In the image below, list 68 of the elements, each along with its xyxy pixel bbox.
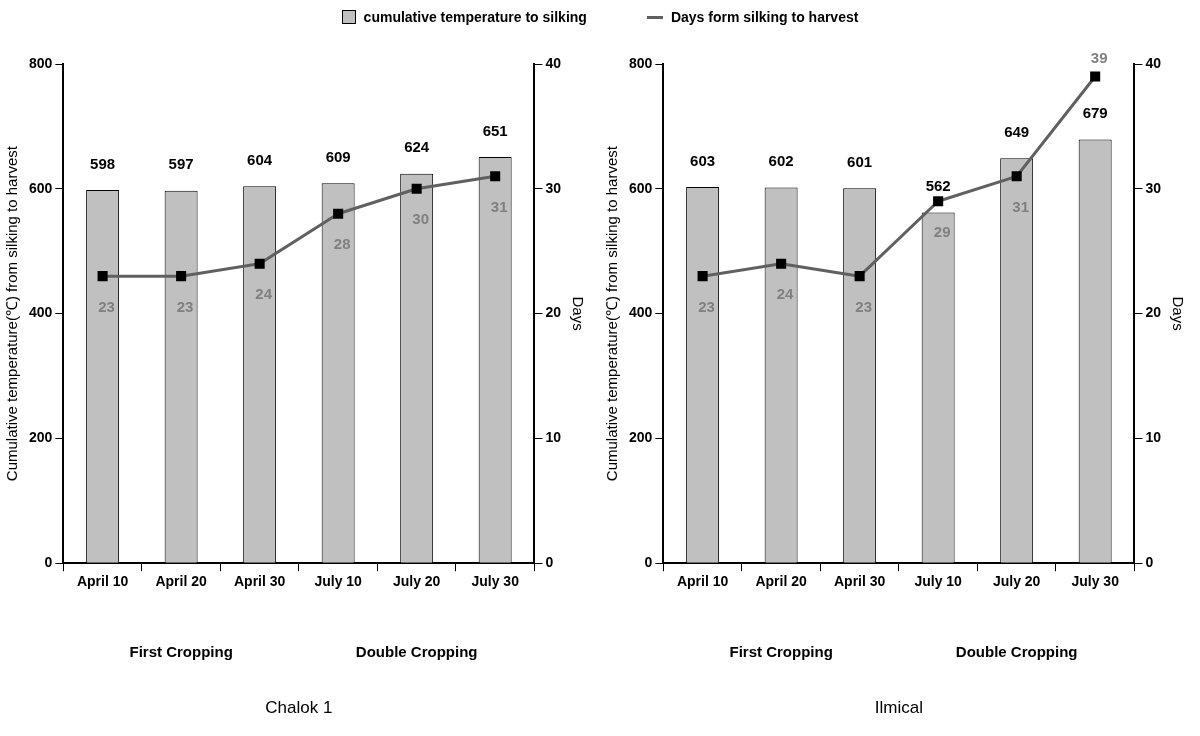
y-tick-label: 200 xyxy=(629,429,653,446)
text: Chalok 1 xyxy=(265,697,333,717)
data-label: 601 xyxy=(847,152,873,170)
x-tick-label: April 30 xyxy=(833,573,886,590)
data-label: 23 xyxy=(698,297,715,315)
x-tick-label: July 30 xyxy=(1071,573,1120,590)
data-label: 624 xyxy=(404,138,430,156)
data-label: 39 xyxy=(1090,49,1108,67)
y2-tick-label: 10 xyxy=(545,429,562,446)
data-label: 679 xyxy=(1082,104,1108,122)
data-label: 24 xyxy=(255,285,273,303)
data-label: 651 xyxy=(482,121,508,139)
y-tick-label: 0 xyxy=(44,554,53,571)
text: Double Cropping xyxy=(355,643,478,661)
legend-label: cumulative temperature to silking xyxy=(363,9,587,25)
x-tick-label: July 10 xyxy=(914,573,963,590)
x-tick-label: July 20 xyxy=(392,573,441,590)
legend-label: Days form silking to harvest xyxy=(670,9,859,25)
x-tick-label: July 20 xyxy=(992,573,1041,590)
y-tick-label: 200 xyxy=(29,429,53,446)
y-tick-label: 400 xyxy=(29,304,53,321)
x-tick-label: July 10 xyxy=(314,573,363,590)
y-tick-label: 800 xyxy=(29,54,53,71)
data-label: 597 xyxy=(168,155,194,173)
y2-tick-label: 0 xyxy=(1145,554,1154,571)
text: First Cropping xyxy=(129,643,233,661)
x-tick-label: April 20 xyxy=(755,573,808,590)
data-label: 603 xyxy=(690,151,716,169)
data-label: 649 xyxy=(1004,122,1030,140)
y-tick-label: 400 xyxy=(629,304,653,321)
data-label: 28 xyxy=(333,235,351,253)
data-label: 602 xyxy=(768,152,794,170)
data-label: 31 xyxy=(1012,197,1029,215)
y2-axis-title: Days xyxy=(1169,296,1187,331)
y2-tick-label: 40 xyxy=(1145,54,1162,71)
x-tick-label: April 20 xyxy=(155,573,208,590)
text: First Cropping xyxy=(729,643,833,661)
data-label: 24 xyxy=(776,285,795,303)
text: Ilmical xyxy=(874,697,923,717)
data-label: 30 xyxy=(412,210,429,228)
y2-axis-title: Days xyxy=(569,296,587,331)
text: Double Cropping xyxy=(955,643,1078,661)
data-label: 31 xyxy=(490,197,508,215)
x-tick-label: April 10 xyxy=(676,573,729,590)
y-tick-label: 600 xyxy=(29,179,53,196)
x-tick-label: April 10 xyxy=(76,573,129,590)
y-axis-title: Cumulative temperature(℃) from silking to harvest xyxy=(3,145,21,482)
y2-tick-label: 10 xyxy=(1145,429,1162,446)
y-tick-label: 600 xyxy=(629,179,653,196)
x-tick-label: April 30 xyxy=(233,573,286,590)
data-label: 23 xyxy=(98,297,115,315)
y2-tick-label: 20 xyxy=(545,304,562,321)
y-tick-label: 800 xyxy=(629,54,653,71)
y2-tick-label: 30 xyxy=(1145,179,1162,196)
data-label: 23 xyxy=(855,297,872,315)
y-axis-title: Cumulative temperature(℃) from silking to harvest xyxy=(603,145,621,482)
data-label: 23 xyxy=(176,297,194,315)
y2-tick-label: 40 xyxy=(545,54,562,71)
data-label: 609 xyxy=(325,147,351,165)
data-label: 604 xyxy=(247,150,273,168)
y-tick-label: 0 xyxy=(644,554,653,571)
y2-tick-label: 0 xyxy=(545,554,554,571)
y2-tick-label: 20 xyxy=(1145,304,1162,321)
data-label: 562 xyxy=(925,177,951,195)
y2-tick-label: 30 xyxy=(545,179,562,196)
data-label: 598 xyxy=(90,154,116,172)
data-label: 29 xyxy=(933,222,951,240)
x-tick-label: July 30 xyxy=(471,573,520,590)
